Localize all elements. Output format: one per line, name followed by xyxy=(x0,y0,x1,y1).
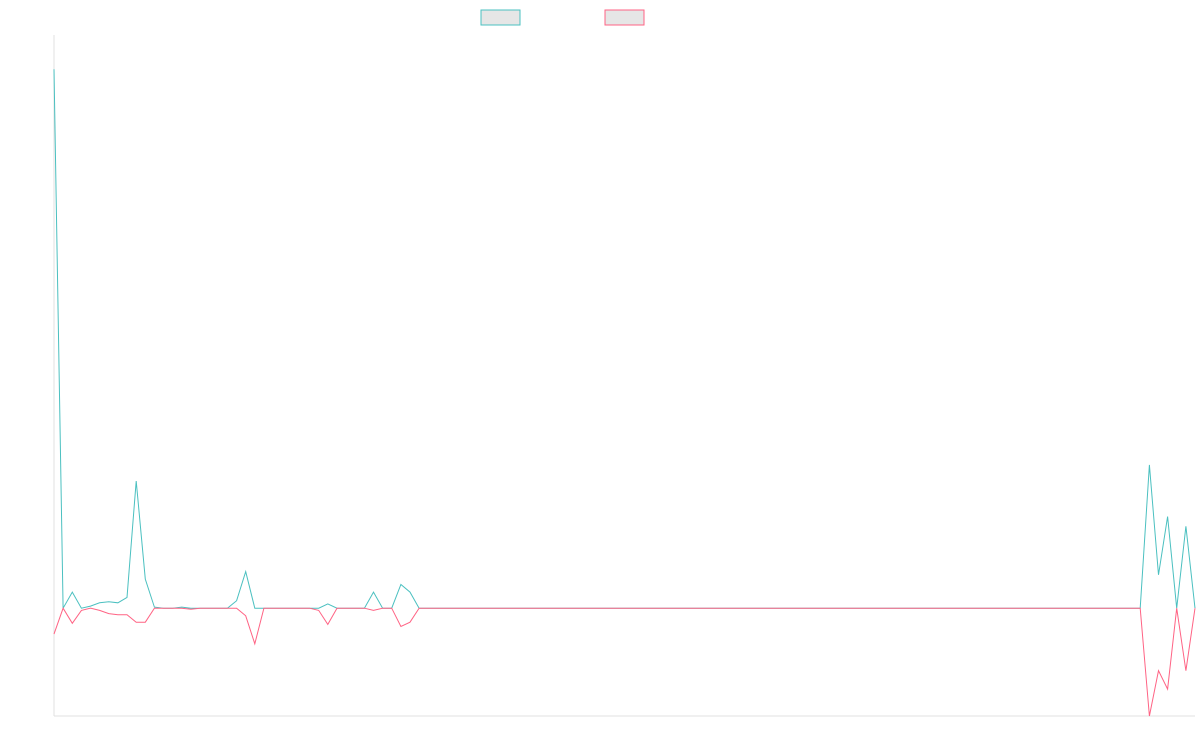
axes xyxy=(53,35,1195,717)
legend-swatch-2[interactable] xyxy=(604,9,645,26)
series-line-2 xyxy=(53,607,1196,717)
series-line-1 xyxy=(53,69,1196,611)
legend-swatch-1[interactable] xyxy=(480,9,521,26)
series-layer xyxy=(53,69,1196,717)
legend xyxy=(480,9,645,26)
